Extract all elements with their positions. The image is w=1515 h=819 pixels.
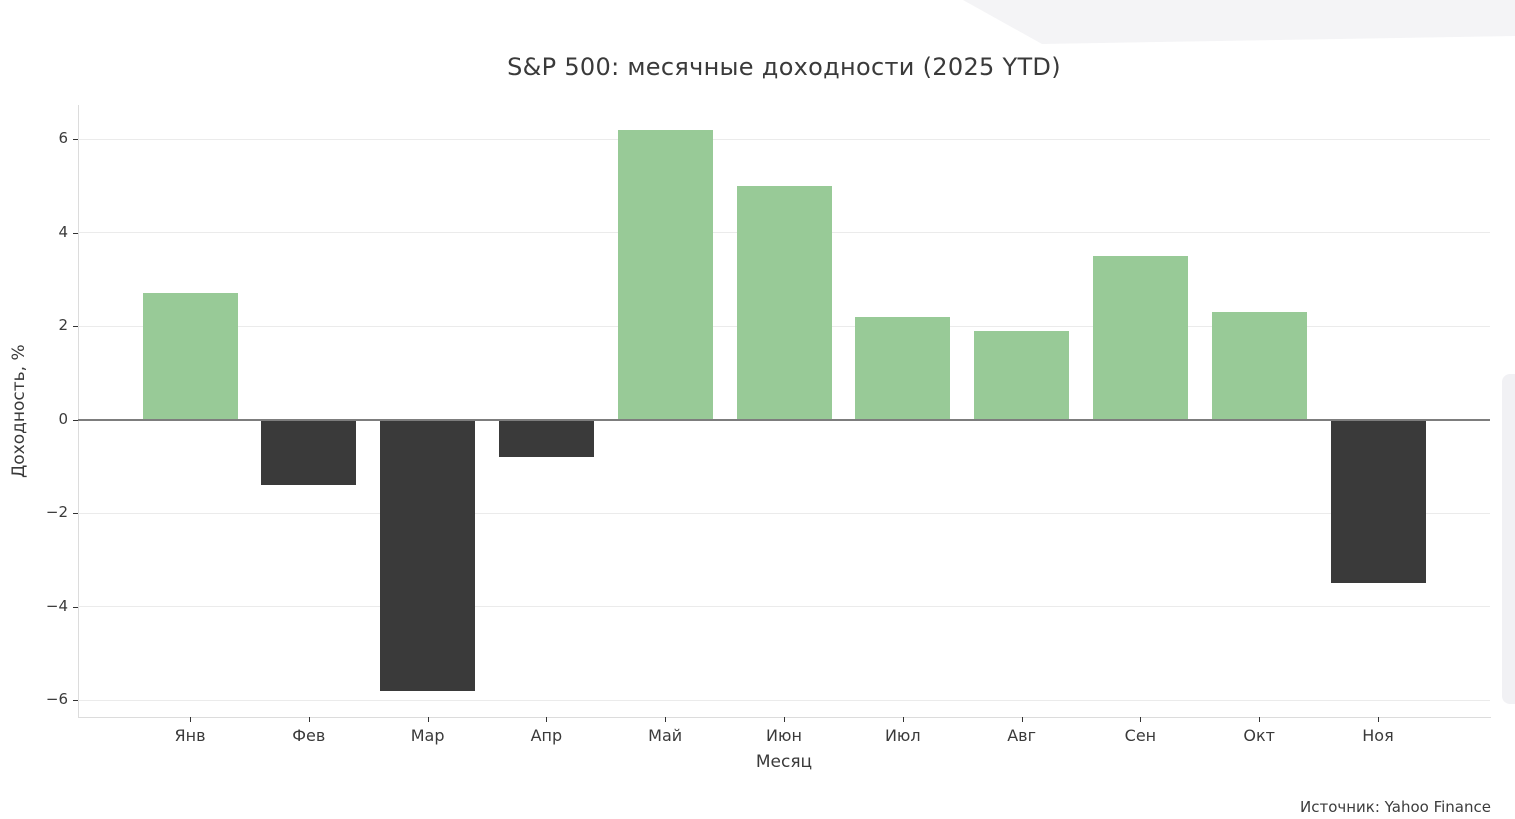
y-tick-mark [73, 513, 78, 515]
gridline--4 [78, 606, 1490, 608]
x-tick-mark [308, 717, 310, 722]
x-tick-mark [665, 717, 667, 722]
x-tick-label-Окт: Окт [1243, 726, 1275, 745]
x-tick-mark [1021, 717, 1023, 722]
y-tick-mark [73, 419, 78, 421]
bar-Авг [974, 330, 1070, 420]
y-tick-label: 0 [58, 409, 68, 428]
bar-Июн [736, 185, 832, 420]
bar-Янв [142, 293, 238, 420]
scrollbar-thumb[interactable] [1502, 374, 1515, 704]
bar-Мар [380, 419, 476, 691]
y-tick-label: −6 [45, 690, 68, 709]
gridline--2 [78, 512, 1490, 514]
source-note: Источник: Yahoo Finance [1300, 798, 1491, 816]
bar-Ноя [1330, 419, 1426, 584]
x-tick-label-Июл: Июл [884, 726, 921, 745]
x-tick-mark [190, 717, 191, 722]
x-tick-mark [1259, 717, 1261, 722]
bar-Май [617, 129, 713, 420]
gridline-6 [78, 138, 1490, 140]
x-tick-label-Сен: Сен [1124, 726, 1157, 745]
y-tick-label: 6 [58, 129, 68, 148]
x-tick-label-Мар: Мар [410, 726, 445, 745]
y-tick-label: 4 [58, 222, 68, 241]
x-tick-mark [1378, 717, 1379, 722]
y-tick-label: 2 [58, 316, 68, 335]
x-tick-label-Апр: Апр [530, 726, 563, 745]
y-tick-label: −2 [45, 503, 68, 522]
y-tick-label: −4 [45, 596, 68, 615]
y-tick-mark [73, 700, 78, 702]
bar-Июл [855, 316, 951, 420]
y-tick-mark [73, 139, 78, 141]
gridline--6 [78, 699, 1490, 701]
x-tick-label-Авг: Авг [1007, 726, 1036, 745]
bar-Сен [1092, 256, 1188, 420]
chart-title: S&P 500: месячные доходности (2025 YTD) [507, 53, 1061, 81]
bar-Фев [261, 419, 357, 486]
zero-axis-line [78, 418, 1490, 421]
y-tick-mark [73, 606, 78, 608]
x-tick-label-Фев: Фев [292, 726, 326, 745]
x-axis-title: Месяц [755, 752, 813, 772]
x-tick-mark [546, 717, 548, 722]
page-background-corner [963, 0, 1515, 44]
x-tick-mark [902, 717, 904, 722]
bar-Апр [498, 419, 594, 458]
x-tick-label-Ноя: Ноя [1362, 726, 1394, 745]
x-tick-label-Янв: Янв [174, 726, 206, 745]
y-axis-title: Доходность, % [9, 344, 29, 478]
x-tick-mark [427, 717, 429, 722]
x-tick-mark [1140, 717, 1142, 722]
bar-Окт [1211, 312, 1307, 420]
x-tick-label-Июн: Июн [766, 726, 802, 745]
y-tick-mark [73, 326, 78, 328]
y-tick-mark [73, 232, 78, 234]
x-tick-label-Май: Май [648, 726, 683, 745]
x-tick-mark [784, 717, 785, 722]
